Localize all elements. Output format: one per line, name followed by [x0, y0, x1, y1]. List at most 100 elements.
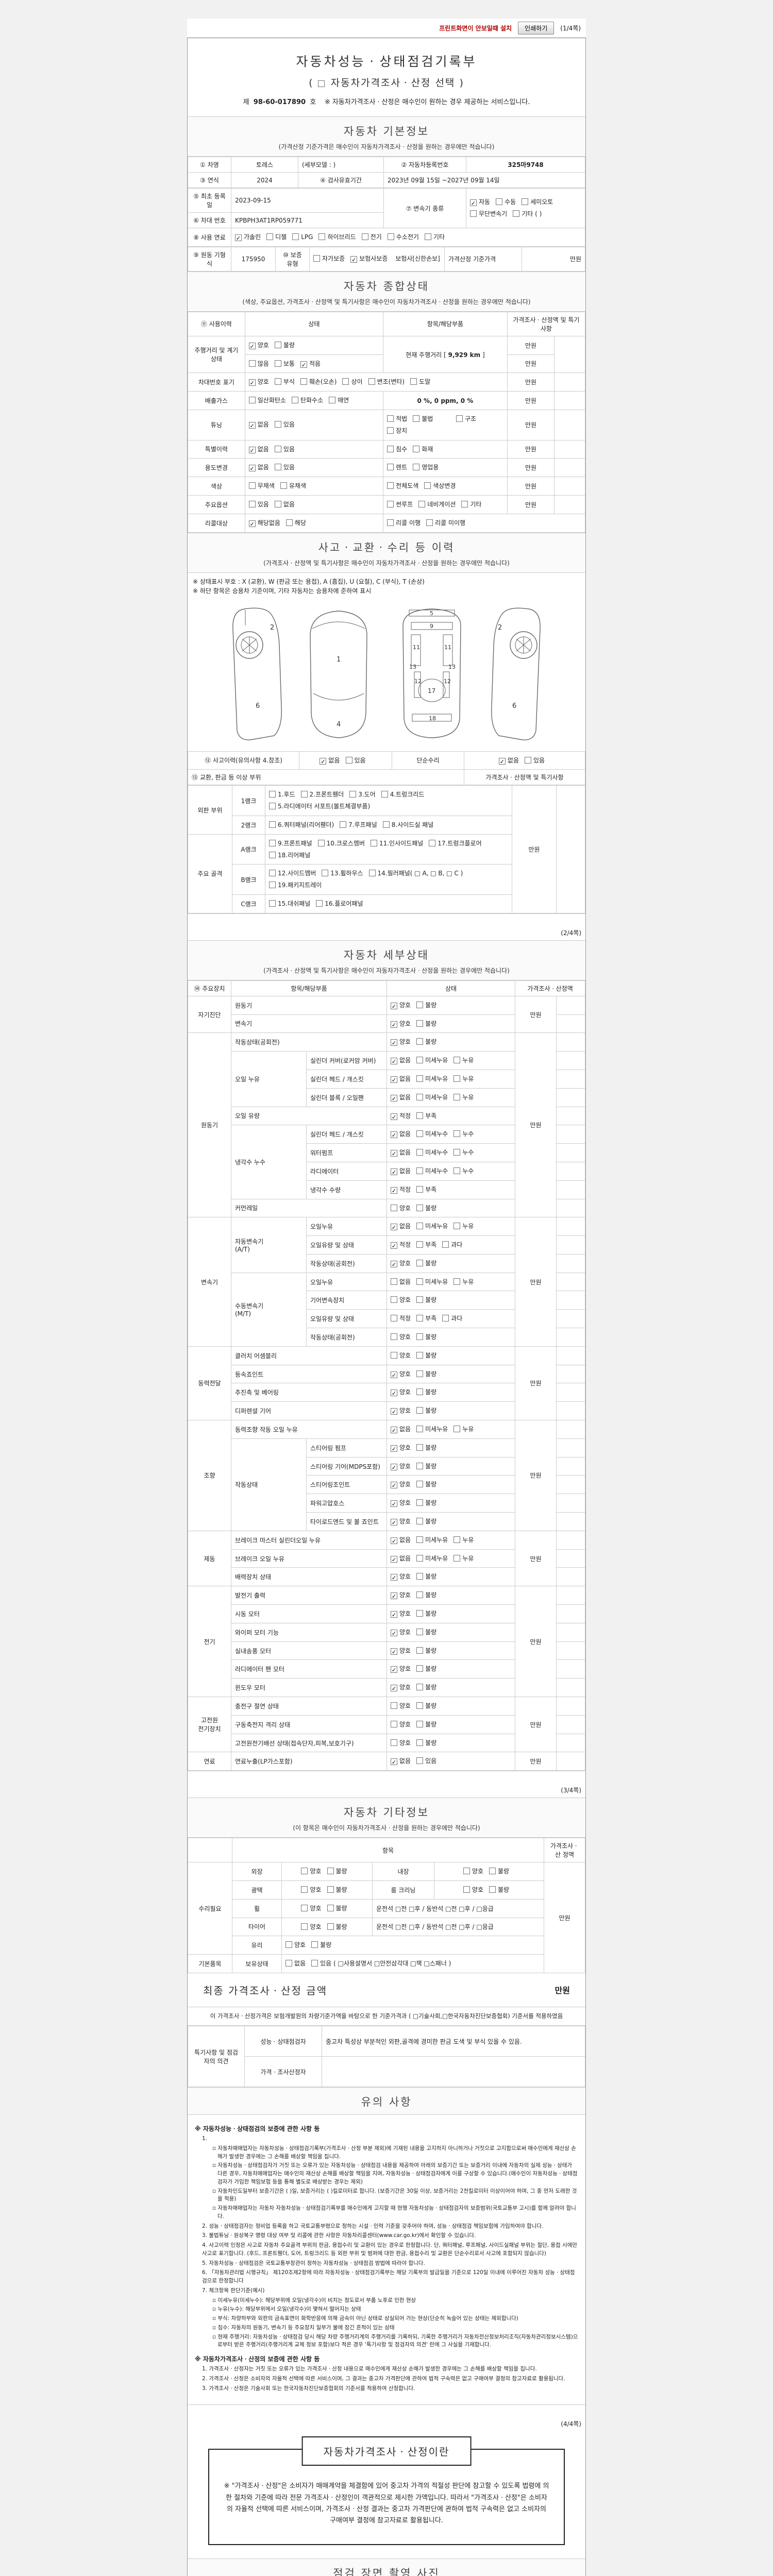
checkbox-icon[interactable]: [317, 839, 325, 846]
checkbox-icon[interactable]: [522, 198, 529, 206]
checkbox-icon[interactable]: [269, 791, 276, 798]
checkbox-icon[interactable]: [424, 482, 431, 489]
checkbox-icon[interactable]: [391, 1204, 398, 1211]
checkbox-icon[interactable]: [269, 821, 276, 828]
checkbox-icon[interactable]: [416, 1444, 424, 1451]
checkbox-icon[interactable]: [429, 839, 436, 846]
checkbox-icon[interactable]: [382, 821, 390, 828]
checkbox-icon[interactable]: [391, 1702, 398, 1709]
checkbox-checked-icon[interactable]: ✓: [391, 1058, 398, 1065]
checkbox-checked-icon[interactable]: ✓: [498, 757, 506, 765]
checkbox-checked-icon[interactable]: ✓: [391, 1666, 398, 1674]
checkbox-checked-icon[interactable]: ✓: [248, 446, 256, 454]
checkbox-icon[interactable]: [416, 1407, 424, 1414]
checkbox-icon[interactable]: [416, 1720, 424, 1727]
checkbox-icon[interactable]: [463, 1886, 470, 1893]
checkbox-checked-icon[interactable]: ✓: [248, 465, 256, 472]
checkbox-icon[interactable]: [416, 1702, 424, 1709]
checkbox-checked-icon[interactable]: ✓: [391, 1168, 398, 1176]
checkbox-icon[interactable]: [489, 1868, 496, 1875]
checkbox-checked-icon[interactable]: ✓: [300, 361, 307, 368]
checkbox-icon[interactable]: [413, 415, 420, 422]
checkbox-icon[interactable]: [442, 1241, 449, 1248]
checkbox-checked-icon[interactable]: ✓: [391, 1611, 398, 1619]
checkbox-icon[interactable]: [416, 1499, 424, 1506]
checkbox-icon[interactable]: [381, 791, 388, 798]
checkbox-icon[interactable]: [416, 1554, 424, 1562]
checkbox-checked-icon[interactable]: ✓: [391, 1629, 398, 1637]
checkbox-icon[interactable]: [349, 791, 357, 798]
checkbox-icon[interactable]: [274, 421, 281, 428]
checkbox-icon[interactable]: [391, 1720, 398, 1727]
checkbox-icon[interactable]: [327, 1923, 334, 1930]
checkbox-icon[interactable]: [340, 821, 347, 828]
checkbox-icon[interactable]: [453, 1536, 461, 1543]
checkbox-icon[interactable]: [416, 1462, 424, 1469]
checkbox-icon[interactable]: [391, 1278, 398, 1285]
checkbox-icon[interactable]: [416, 1112, 424, 1119]
checkbox-icon[interactable]: [274, 500, 281, 507]
checkbox-icon[interactable]: [311, 1960, 318, 1967]
checkbox-icon[interactable]: [453, 1167, 461, 1174]
checkbox-icon[interactable]: [248, 360, 256, 367]
checkbox-icon[interactable]: [416, 1223, 424, 1230]
checkbox-icon[interactable]: [322, 870, 329, 877]
checkbox-icon[interactable]: [248, 500, 256, 507]
checkbox-icon[interactable]: [453, 1554, 461, 1562]
checkbox-icon[interactable]: [387, 427, 394, 434]
checkbox-icon[interactable]: [391, 1333, 398, 1341]
checkbox-checked-icon[interactable]: ✓: [391, 1758, 398, 1766]
checkbox-icon[interactable]: [345, 756, 352, 764]
checkbox-icon[interactable]: [387, 445, 394, 452]
checkbox-icon[interactable]: [316, 900, 323, 907]
price-survey-select-checkbox[interactable]: [317, 80, 325, 87]
checkbox-checked-icon[interactable]: ✓: [391, 1187, 398, 1194]
checkbox-icon[interactable]: [496, 198, 503, 206]
checkbox-icon[interactable]: [285, 1941, 292, 1948]
checkbox-icon[interactable]: [274, 360, 281, 367]
checkbox-icon[interactable]: [513, 210, 520, 217]
checkbox-icon[interactable]: [416, 1130, 424, 1138]
checkbox-icon[interactable]: [327, 1886, 334, 1893]
checkbox-icon[interactable]: [391, 1739, 398, 1746]
checkbox-icon[interactable]: [269, 900, 276, 907]
checkbox-checked-icon[interactable]: ✓: [391, 1592, 398, 1600]
checkbox-icon[interactable]: [285, 1960, 292, 1967]
print-button[interactable]: 인쇄하기: [518, 22, 554, 35]
checkbox-icon[interactable]: [387, 500, 394, 507]
checkbox-icon[interactable]: [453, 1426, 461, 1433]
checkbox-icon[interactable]: [416, 1038, 424, 1045]
checkbox-icon[interactable]: [301, 1904, 308, 1911]
checkbox-checked-icon[interactable]: ✓: [391, 1648, 398, 1655]
checkbox-checked-icon[interactable]: ✓: [248, 520, 256, 528]
checkbox-icon[interactable]: [416, 1388, 424, 1396]
checkbox-icon[interactable]: [416, 1757, 424, 1765]
checkbox-checked-icon[interactable]: ✓: [391, 1574, 398, 1582]
checkbox-icon[interactable]: [416, 1167, 424, 1174]
checkbox-checked-icon[interactable]: ✓: [391, 1537, 398, 1545]
checkbox-icon[interactable]: [370, 839, 377, 846]
checkbox-icon[interactable]: [391, 1315, 398, 1322]
checkbox-icon[interactable]: [416, 1333, 424, 1341]
checkbox-icon[interactable]: [416, 1315, 424, 1322]
checkbox-icon[interactable]: [416, 1149, 424, 1156]
checkbox-icon[interactable]: [418, 500, 426, 507]
checkbox-icon[interactable]: [416, 1370, 424, 1377]
checkbox-icon[interactable]: [391, 1296, 398, 1303]
checkbox-checked-icon[interactable]: ✓: [235, 234, 242, 242]
checkbox-icon[interactable]: [416, 1518, 424, 1525]
checkbox-icon[interactable]: [416, 1647, 424, 1654]
checkbox-icon[interactable]: [416, 1351, 424, 1359]
checkbox-icon[interactable]: [463, 1868, 470, 1875]
checkbox-icon[interactable]: [269, 870, 276, 877]
checkbox-icon[interactable]: [416, 1481, 424, 1488]
checkbox-checked-icon[interactable]: ✓: [391, 1500, 398, 1508]
checkbox-icon[interactable]: [269, 851, 276, 858]
checkbox-checked-icon[interactable]: ✓: [391, 1445, 398, 1452]
checkbox-icon[interactable]: [329, 397, 336, 404]
checkbox-checked-icon[interactable]: ✓: [391, 1408, 398, 1416]
checkbox-checked-icon[interactable]: ✓: [470, 199, 477, 207]
checkbox-icon[interactable]: [416, 1204, 424, 1211]
checkbox-icon[interactable]: [301, 1868, 308, 1875]
checkbox-icon[interactable]: [292, 233, 299, 240]
